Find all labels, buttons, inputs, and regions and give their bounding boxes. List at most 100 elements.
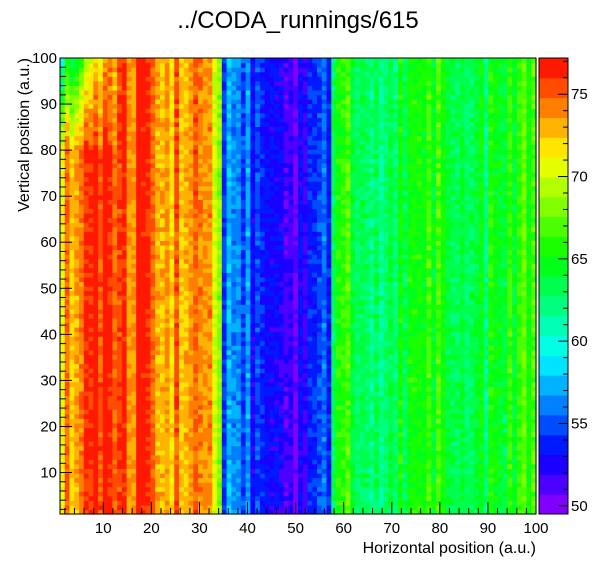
- heatmap-cell: [202, 358, 209, 365]
- heatmap-cell: [198, 290, 204, 296]
- heatmap-cell: [112, 235, 118, 241]
- heatmap-cell: [174, 400, 180, 406]
- heatmap-cell: [93, 327, 99, 333]
- heatmap-cell: [221, 254, 228, 260]
- heatmap-cell: [207, 500, 213, 506]
- heatmap-cell: [226, 158, 232, 164]
- heatmap-cell: [112, 495, 118, 501]
- heatmap-cell: [60, 413, 66, 419]
- heatmap-cell: [259, 217, 266, 223]
- heatmap-cell: [274, 422, 280, 428]
- heatmap-cell: [240, 317, 247, 324]
- heatmap-cell: [236, 504, 242, 511]
- heatmap-cell: [179, 304, 185, 310]
- heatmap-cell: [264, 422, 271, 428]
- heatmap-cell: [145, 240, 152, 246]
- heatmap-cell: [155, 486, 161, 492]
- heatmap-cell: [183, 71, 190, 77]
- heatmap-cell: [131, 172, 137, 178]
- heatmap-cell: [69, 249, 75, 255]
- heatmap-cell: [179, 181, 185, 187]
- heatmap-cell: [212, 162, 218, 169]
- heatmap-cell: [283, 276, 290, 283]
- heatmap-cell: [64, 304, 71, 310]
- heatmap-cell: [69, 482, 75, 488]
- heatmap-cell: [60, 76, 66, 82]
- heatmap-cell: [164, 427, 171, 433]
- heatmap-cell: [250, 313, 256, 319]
- heatmap-cell: [278, 386, 285, 392]
- heatmap-cell: [93, 504, 99, 511]
- heatmap-cell: [283, 94, 290, 100]
- heatmap-cell: [221, 172, 228, 178]
- heatmap-cell: [164, 62, 171, 68]
- heatmap-cell: [60, 390, 66, 397]
- heatmap-cell: [169, 345, 175, 351]
- heatmap-cell: [83, 422, 90, 428]
- heatmap-cell: [283, 103, 290, 109]
- heatmap-cell: [159, 363, 166, 369]
- heatmap-cell: [183, 158, 190, 164]
- heatmap-cell: [93, 509, 99, 515]
- heatmap-cell: [169, 272, 175, 278]
- heatmap-cell: [283, 400, 290, 406]
- heatmap-cell: [83, 331, 90, 337]
- heatmap-cell: [293, 162, 299, 169]
- heatmap-cell: [117, 395, 123, 401]
- heatmap-cell: [159, 477, 166, 483]
- heatmap-cell: [79, 276, 85, 283]
- heatmap-cell: [169, 162, 175, 169]
- heatmap-cell: [174, 377, 180, 383]
- heatmap-cell: [193, 258, 199, 264]
- heatmap-cell: [221, 181, 228, 187]
- heatmap-cell: [236, 144, 242, 150]
- heatmap-cell: [64, 354, 71, 360]
- heatmap-cell: [150, 340, 156, 346]
- heatmap-cell: [202, 249, 209, 255]
- heatmap-cell: [202, 58, 209, 64]
- heatmap-cell: [202, 149, 209, 155]
- heatmap-cell: [283, 477, 290, 483]
- heatmap-cell: [259, 504, 266, 511]
- heatmap-cell: [136, 304, 142, 310]
- heatmap-cell: [179, 486, 185, 492]
- heatmap-cell: [212, 226, 218, 232]
- heatmap-cell: [69, 400, 75, 406]
- heatmap-cell: [79, 103, 85, 109]
- heatmap-cell: [98, 495, 104, 501]
- heatmap-cell: [264, 112, 271, 118]
- heatmap-cell: [269, 162, 275, 169]
- heatmap-cell: [159, 213, 166, 219]
- heatmap-cell: [278, 427, 285, 433]
- heatmap-cell: [93, 217, 99, 223]
- heatmap-cell: [293, 130, 299, 137]
- heatmap-cell: [150, 445, 156, 451]
- heatmap-cell: [288, 340, 294, 346]
- heatmap-cell: [159, 149, 166, 155]
- heatmap-cell: [74, 130, 80, 137]
- heatmap-cell: [164, 80, 171, 86]
- heatmap-cell: [169, 153, 175, 159]
- heatmap-cell: [259, 263, 266, 269]
- heatmap-cell: [255, 358, 261, 365]
- heatmap-cell: [117, 112, 123, 118]
- heatmap-cell: [250, 217, 256, 223]
- heatmap-cell: [207, 354, 213, 360]
- heatmap-cell: [240, 472, 247, 479]
- heatmap-cell: [112, 203, 118, 210]
- heatmap-cell: [107, 340, 113, 346]
- heatmap-cell: [169, 276, 175, 283]
- heatmap-cell: [259, 368, 266, 374]
- heatmap-cell: [188, 276, 194, 283]
- heatmap-cell: [64, 176, 71, 182]
- heatmap-cell: [278, 495, 285, 501]
- heatmap-cell: [126, 172, 132, 178]
- heatmap-cell: [88, 436, 94, 442]
- heatmap-cell: [207, 203, 213, 210]
- heatmap-cell: [264, 281, 271, 287]
- heatmap-cell: [188, 135, 194, 141]
- heatmap-cell: [121, 149, 128, 155]
- heatmap-cell: [236, 340, 242, 346]
- heatmap-cell: [150, 254, 156, 260]
- heatmap-cell: [193, 472, 199, 479]
